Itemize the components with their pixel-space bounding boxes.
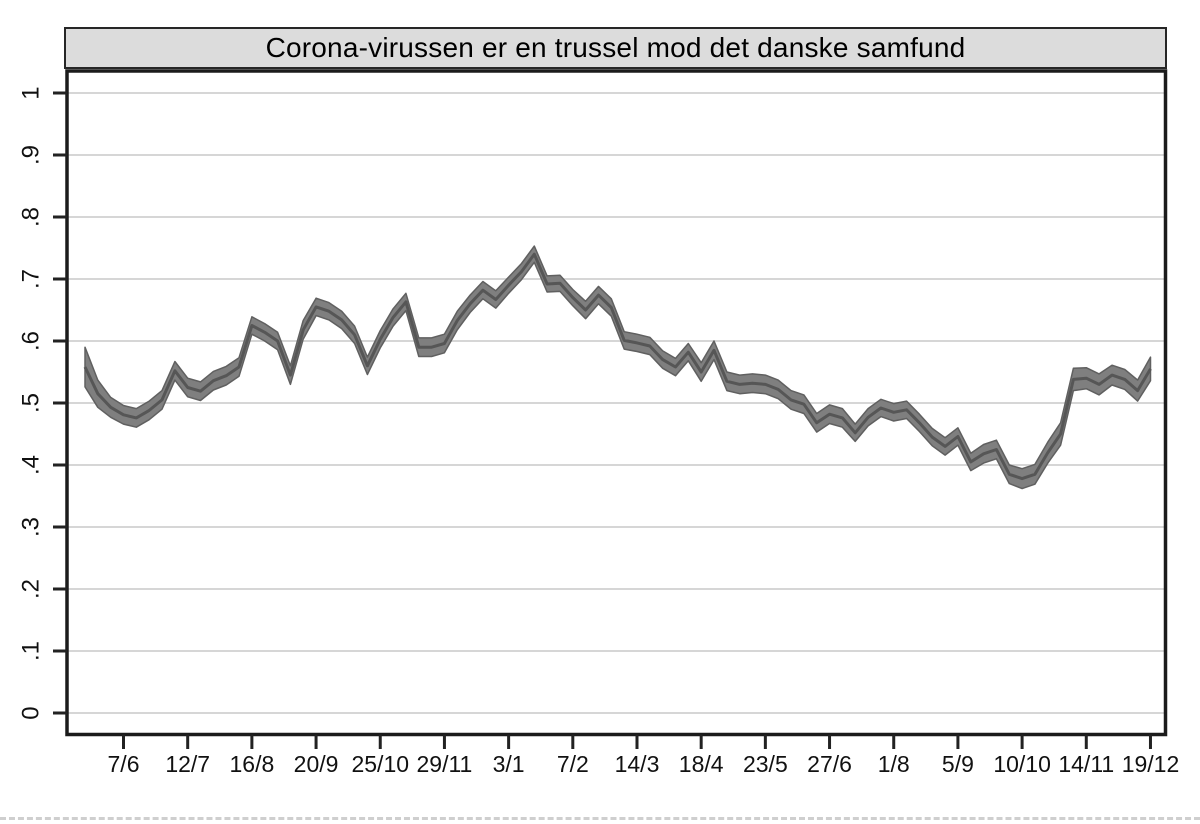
x-tick-label: 18/4 bbox=[679, 751, 724, 777]
chart-title-box: Corona-virussen er en trussel mod det da… bbox=[64, 27, 1167, 69]
x-tick-label: 23/5 bbox=[743, 751, 788, 777]
x-tick-label: 7/6 bbox=[108, 751, 140, 777]
y-tick-label: .5 bbox=[18, 393, 45, 413]
x-tick-label: 29/11 bbox=[417, 751, 473, 777]
x-tick-label: 1/8 bbox=[878, 751, 910, 777]
x-tick-label: 14/11 bbox=[1058, 751, 1114, 777]
x-tick-label: 14/3 bbox=[615, 751, 660, 777]
x-tick-label: 19/12 bbox=[1122, 751, 1180, 777]
y-tick-label: .4 bbox=[18, 455, 45, 475]
x-tick-label: 3/1 bbox=[493, 751, 525, 777]
bottom-dashed-divider bbox=[0, 817, 1200, 820]
x-tick-label: 5/9 bbox=[942, 751, 974, 777]
y-tick-label: 0 bbox=[18, 706, 45, 719]
estimate-line bbox=[83, 252, 1152, 481]
y-tick-label: .3 bbox=[18, 517, 45, 537]
x-tick-label: 7/2 bbox=[557, 751, 589, 777]
x-tick-label: 20/9 bbox=[294, 751, 339, 777]
y-tick-label: .9 bbox=[18, 145, 45, 165]
chart-title: Corona-virussen er en trussel mod det da… bbox=[265, 32, 966, 63]
x-tick-label: 25/10 bbox=[351, 751, 409, 777]
y-tick-label: .1 bbox=[18, 641, 45, 661]
y-tick-label: 1 bbox=[18, 86, 45, 99]
y-tick-label: .8 bbox=[18, 207, 45, 227]
x-tick-label: 10/10 bbox=[993, 751, 1051, 777]
confidence-band bbox=[84, 245, 1152, 490]
x-tick-label: 16/8 bbox=[229, 751, 274, 777]
y-tick-label: .2 bbox=[18, 579, 45, 599]
x-tick-label: 12/7 bbox=[165, 751, 210, 777]
y-tick-label: .6 bbox=[18, 331, 45, 351]
y-tick-label: .7 bbox=[18, 269, 45, 289]
x-tick-label: 27/6 bbox=[807, 751, 852, 777]
